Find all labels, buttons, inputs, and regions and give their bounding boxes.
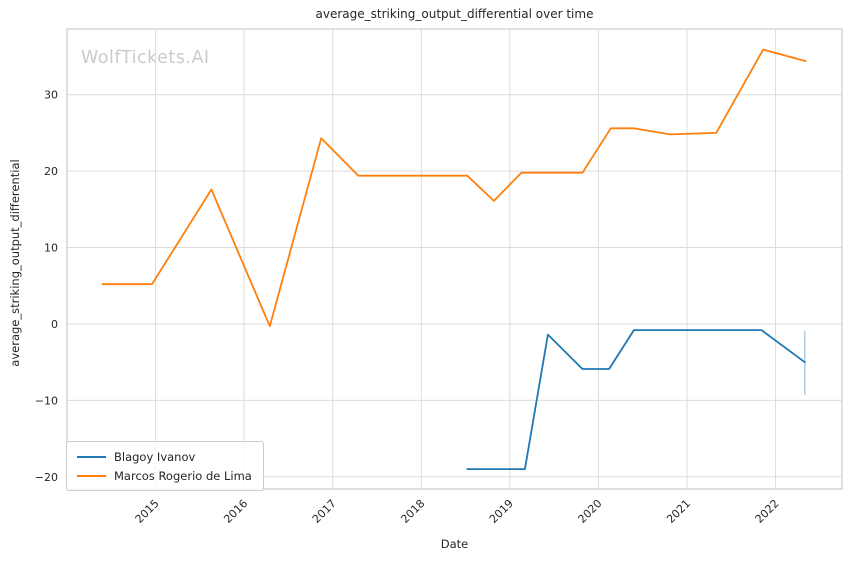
chart-title: average_striking_output_differential ove…	[315, 7, 594, 21]
y-tick-label: 10	[44, 242, 58, 255]
series-line-0	[466, 329, 806, 471]
x-tick-label: 2016	[221, 497, 250, 526]
legend-label: Blagoy Ivanov	[114, 449, 196, 464]
legend-item: Blagoy Ivanov	[77, 447, 252, 466]
x-tick-label: 2020	[576, 497, 605, 526]
x-tick-label: 2017	[310, 497, 339, 526]
y-tick-label: 30	[44, 89, 58, 102]
legend-label: Marcos Rogerio de Lima	[114, 468, 252, 483]
series-line-1	[101, 48, 807, 328]
legend-item: Marcos Rogerio de Lima	[77, 466, 252, 485]
y-tick-label: 0	[51, 318, 58, 331]
y-tick-label: −20	[35, 471, 58, 484]
plot-border	[66, 28, 843, 490]
x-axis-label: Date	[440, 537, 469, 551]
x-tick-label: 2021	[664, 497, 693, 526]
x-tick-label: 2019	[487, 497, 516, 526]
x-tick-label: 2015	[133, 497, 162, 526]
legend-swatch-blue	[77, 455, 106, 458]
y-tick-label: −10	[35, 394, 58, 407]
watermark: WolfTickets.AI	[81, 48, 210, 68]
x-tick-label: 2022	[753, 497, 782, 526]
x-tick-label: 2018	[398, 497, 427, 526]
legend-swatch-orange	[77, 474, 106, 477]
legend: Blagoy Ivanov Marcos Rogerio de Lima	[66, 441, 264, 491]
y-tick-label: 20	[44, 165, 58, 178]
